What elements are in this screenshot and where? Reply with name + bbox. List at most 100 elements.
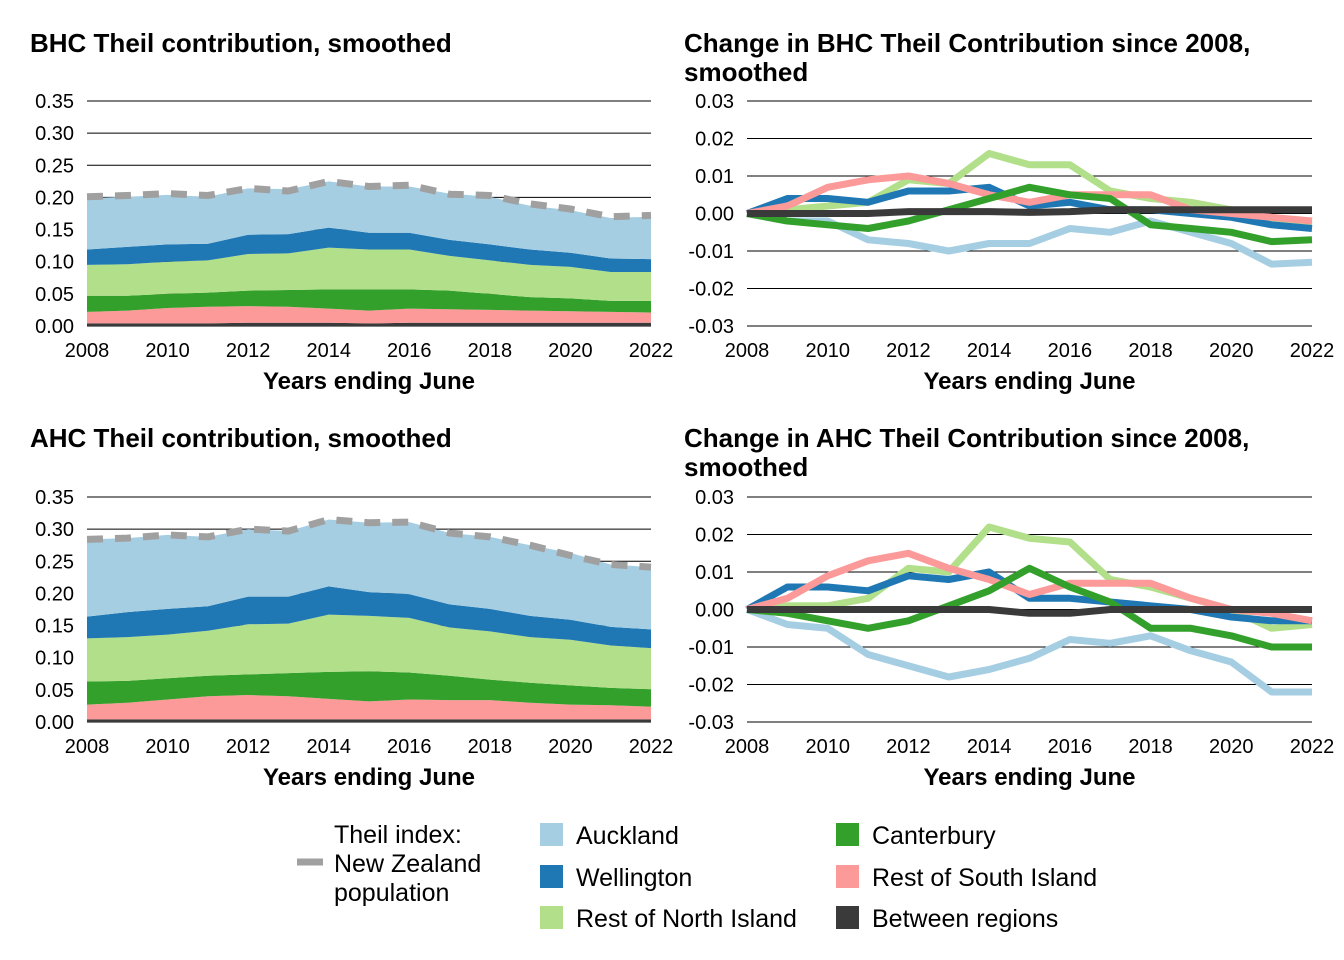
line-canterbury xyxy=(746,564,1312,651)
legend-label-total: Theil index: New Zealand population xyxy=(334,821,481,907)
legend-label-auckland: Auckland xyxy=(576,822,679,850)
x-tick-label: 2020 xyxy=(1209,736,1254,758)
chart-title-line: Change in BHC Theil Contribution since 2… xyxy=(684,28,1250,58)
area-rest_ni xyxy=(87,247,651,301)
x-tick-label: 2016 xyxy=(1048,736,1093,758)
area-wellington xyxy=(87,586,651,649)
line-between xyxy=(747,206,1312,217)
y-tick-label: 0.02 xyxy=(695,525,734,547)
area-wellington xyxy=(87,227,651,272)
legend-swatch-rest_si xyxy=(836,865,859,888)
line-auckland xyxy=(745,606,1312,696)
x-tick-label: 2020 xyxy=(1209,340,1254,362)
y-tick-label: 0.25 xyxy=(35,155,74,177)
area-between xyxy=(87,719,651,722)
x-tick-label: 2008 xyxy=(65,340,110,362)
chart-title-line: smoothed xyxy=(684,452,808,482)
line-wellington xyxy=(745,183,1313,232)
area-auckland xyxy=(87,519,651,630)
y-tick-label: 0.01 xyxy=(695,562,734,584)
panel-bhc_change: Change in BHC Theil Contribution since 2… xyxy=(684,28,1334,395)
legend-label-canterbury: Canterbury xyxy=(872,822,996,850)
panel-bhc_contrib: BHC Theil contribution, smoothed 0.00 0.05… xyxy=(30,28,673,395)
y-tick-label: 0.00 xyxy=(695,204,734,226)
y-tick-label: 0.20 xyxy=(35,583,74,605)
x-tick-label: 2008 xyxy=(65,736,110,758)
x-tick-label: 2014 xyxy=(306,736,351,758)
x-tick-label: 2010 xyxy=(145,736,190,758)
legend-label-line: Theil index: xyxy=(334,821,462,849)
y-tick-label: 0.35 xyxy=(35,91,74,113)
y-tick-label: -0.03 xyxy=(688,316,734,338)
area-rest_si xyxy=(87,695,651,720)
y-tick-label: 0.10 xyxy=(35,252,74,274)
x-tick-label: 2008 xyxy=(725,736,770,758)
x-tick-label: 2016 xyxy=(387,736,432,758)
y-tick-label: 0.02 xyxy=(695,129,734,151)
x-tick-label: 2012 xyxy=(226,340,271,362)
line-between xyxy=(747,606,1312,617)
y-tick-label: 0.03 xyxy=(695,91,734,113)
chart-title: Change in AHC Theil Contribution since 2… xyxy=(684,423,1249,482)
y-tick-label: 0.15 xyxy=(35,616,74,638)
legend-label-line: New Zealand xyxy=(334,850,481,878)
x-axis-title: Years ending June xyxy=(263,764,475,791)
line-total xyxy=(86,177,652,221)
legend-label-rest_ni: Rest of North Island xyxy=(576,905,797,933)
y-tick-label: 0.05 xyxy=(35,284,74,306)
y-tick-label: 0.00 xyxy=(35,712,74,734)
legend-swatch-canterbury xyxy=(836,823,859,846)
legend-swatch-rest_ni xyxy=(540,906,563,929)
legend-label-between: Between regions xyxy=(872,905,1058,933)
x-tick-label: 2022 xyxy=(629,340,674,362)
y-tick-label: 0.15 xyxy=(35,220,74,242)
x-tick-label: 2010 xyxy=(145,340,190,362)
x-tick-label: 2018 xyxy=(1128,340,1173,362)
x-tick-label: 2012 xyxy=(886,340,931,362)
area-canterbury xyxy=(87,289,651,313)
y-tick-label: 0.05 xyxy=(35,680,74,702)
x-axis-title: Years ending June xyxy=(263,368,475,395)
legend-label-line: population xyxy=(334,879,449,907)
line-canterbury xyxy=(746,183,1313,246)
x-tick-label: 2022 xyxy=(629,736,674,758)
x-tick-label: 2016 xyxy=(387,340,432,362)
line-rest_si xyxy=(746,549,1313,625)
y-tick-label: 0.00 xyxy=(35,316,74,338)
x-tick-label: 2022 xyxy=(1290,736,1335,758)
y-tick-label: -0.01 xyxy=(688,241,734,263)
y-tick-label: 0.01 xyxy=(695,166,734,188)
area-rest_si xyxy=(87,306,651,324)
chart-title: AHC Theil contribution, smoothed xyxy=(30,423,452,453)
x-tick-label: 2012 xyxy=(226,736,271,758)
x-tick-label: 2016 xyxy=(1048,340,1093,362)
x-tick-label: 2022 xyxy=(1290,340,1335,362)
area-between xyxy=(87,322,651,326)
line-wellington xyxy=(745,568,1312,625)
y-tick-label: -0.02 xyxy=(688,675,734,697)
y-tick-label: 0.20 xyxy=(35,187,74,209)
y-tick-label: 0.35 xyxy=(35,487,74,509)
area-canterbury xyxy=(87,671,651,707)
y-tick-label: -0.01 xyxy=(688,637,734,659)
chart-title-line: BHC Theil contribution, smoothed xyxy=(30,28,452,58)
x-tick-label: 2014 xyxy=(306,340,351,362)
legend-label-rest_si: Rest of South Island xyxy=(872,864,1097,892)
x-tick-label: 2008 xyxy=(725,340,770,362)
x-tick-label: 2018 xyxy=(468,340,513,362)
area-rest_ni xyxy=(87,614,651,690)
y-tick-label: 0.25 xyxy=(35,551,74,573)
legend-swatch-auckland xyxy=(540,823,563,846)
x-tick-label: 2010 xyxy=(805,340,850,362)
legend-swatch-wellington xyxy=(540,865,563,888)
area-auckland xyxy=(87,181,651,260)
line-auckland xyxy=(746,210,1313,268)
x-tick-label: 2014 xyxy=(967,340,1012,362)
y-tick-label: 0.10 xyxy=(35,648,74,670)
chart-title-line: smoothed xyxy=(684,57,808,87)
legend-swatch-between xyxy=(836,906,859,929)
x-tick-label: 2012 xyxy=(886,736,931,758)
y-tick-label: 0.30 xyxy=(35,123,74,145)
chart-title-line: Change in AHC Theil Contribution since 2… xyxy=(684,423,1249,453)
